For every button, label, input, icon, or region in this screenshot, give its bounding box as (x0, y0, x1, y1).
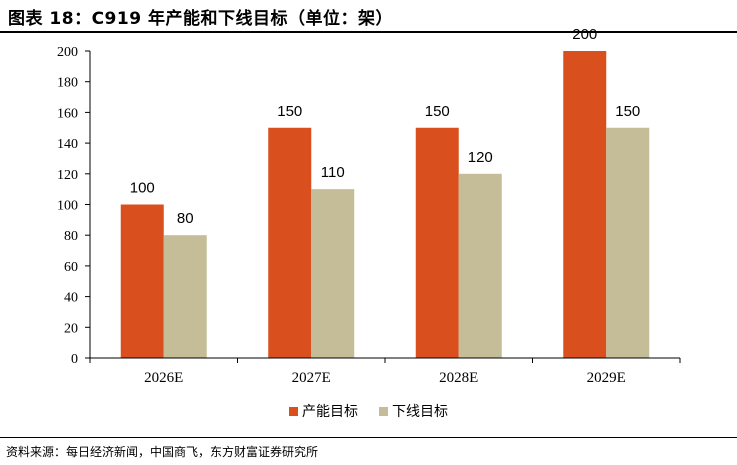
data-label: 110 (321, 164, 345, 181)
bar-2028E-下线目标 (458, 173, 502, 358)
page-title: 图表 18：C919 年产能和下线目标（单位：架） (8, 9, 393, 29)
legend-swatch (379, 407, 388, 416)
y-tick-label: 140 (57, 137, 78, 152)
legend-swatch (289, 407, 298, 416)
legend-label: 下线目标 (392, 404, 448, 420)
legend-label: 产能目标 (302, 404, 358, 420)
y-tick-label: 20 (64, 321, 78, 336)
bar-2026E-产能目标 (120, 204, 164, 358)
bar-2028E-产能目标 (415, 127, 459, 358)
bar-chart: 100802026E1501102027E1501202028E20015020… (57, 26, 681, 420)
data-label: 150 (425, 103, 450, 120)
x-tick-label: 2028E (439, 370, 478, 386)
bar-2026E-下线目标 (163, 235, 207, 358)
bar-2029E-产能目标 (563, 51, 607, 358)
source-note: 资料来源：每日经济新闻，中国商飞，东方财富证券研究所 (6, 445, 319, 459)
data-label: 200 (572, 26, 597, 43)
y-tick-label: 40 (64, 291, 78, 306)
bar-2027E-下线目标 (311, 189, 355, 358)
x-tick-label: 2026E (144, 370, 183, 386)
source-divider (0, 437, 737, 438)
y-tick-label: 100 (57, 199, 78, 214)
data-label: 150 (277, 103, 302, 120)
y-tick-label: 120 (57, 168, 78, 183)
bars-layer (120, 51, 650, 358)
bar-2027E-产能目标 (268, 127, 312, 358)
x-tick-label: 2027E (292, 370, 331, 386)
y-tick-label: 200 (57, 45, 78, 60)
bar-2029E-下线目标 (606, 127, 650, 358)
axes-layer (85, 50, 681, 363)
y-tick-label: 0 (71, 352, 78, 367)
title-divider (0, 31, 737, 33)
data-label: 150 (615, 103, 640, 120)
y-tick-label: 80 (64, 229, 78, 244)
x-tick-label: 2029E (587, 370, 626, 386)
labels-layer: 100802026E1501102027E1501202028E20015020… (57, 26, 640, 386)
y-tick-label: 180 (57, 76, 78, 91)
legend: 产能目标 下线目标 (289, 404, 448, 420)
data-label: 100 (130, 180, 155, 197)
data-label: 120 (468, 149, 493, 166)
data-label: 80 (177, 210, 194, 227)
y-tick-label: 60 (64, 260, 78, 275)
y-tick-label: 160 (57, 106, 78, 121)
